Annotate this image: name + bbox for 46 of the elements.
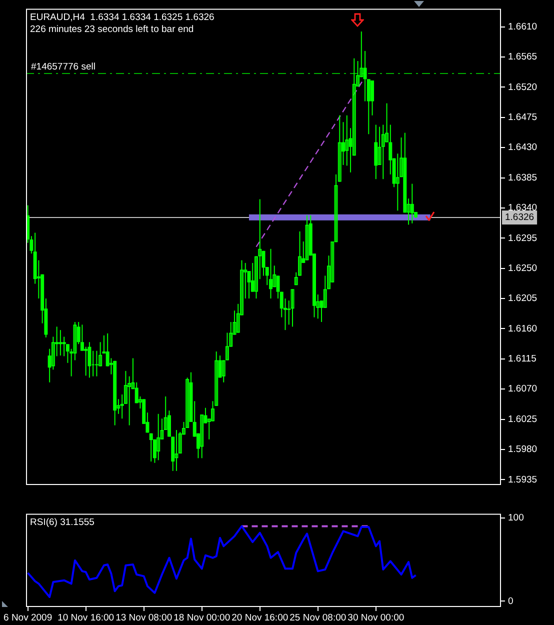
candlestick: [290, 288, 294, 328]
y-tick-label: 1.6250: [508, 262, 538, 274]
y-tick-label: 1.5980: [508, 444, 538, 456]
y-tick-label: 1.6070: [508, 384, 538, 395]
y-tick-label: 1.6475: [508, 112, 538, 123]
x-tick-label: 20 Nov 16:00: [232, 612, 288, 624]
y-tick-label: 1.6205: [508, 293, 538, 304]
candlestick: [305, 214, 309, 261]
candlestick: [222, 360, 226, 383]
y-tick-label: 1.6385: [508, 172, 538, 184]
candlestick: [374, 124, 378, 180]
y-tick-label: 1.6565: [508, 52, 538, 63]
candlestick: [149, 432, 153, 462]
y-tick-label: 1.6160: [508, 323, 538, 334]
x-tick-label: 25 Nov 08:00: [290, 612, 346, 624]
chart-title: EURAUD,H4 1.6334 1.6334 1.6325 1.6326: [30, 12, 214, 24]
candlestick: [156, 413, 160, 461]
candlestick: [225, 332, 229, 361]
x-tick-label: 18 Nov 00:00: [174, 612, 230, 624]
y-tick-label: 1.6115: [508, 354, 536, 365]
y-tick-label: 1.6430: [508, 142, 538, 154]
x-tick-label: 13 Nov 08:00: [116, 612, 172, 624]
y-tick-label: 1.6295: [508, 232, 538, 244]
candlestick: [370, 80, 374, 116]
x-tick-label: 30 Nov 00:00: [348, 612, 404, 624]
y-tick-label: 1.6340: [508, 202, 538, 214]
candlestick: [396, 153, 400, 212]
candlestick: [174, 429, 178, 472]
candlestick: [58, 330, 62, 356]
ref-line-label: #14657776 sell: [31, 61, 96, 72]
y-tick-label: 1.6520: [508, 82, 538, 93]
candlestick: [269, 248, 272, 300]
candlestick: [84, 346, 88, 376]
ref-line-label: 1.6326: [505, 212, 534, 224]
y-tick-label: 1.6025: [508, 414, 538, 425]
candlestick: [410, 183, 414, 224]
candlestick: [62, 336, 66, 357]
y-tick-label: 0: [508, 596, 514, 607]
text: 226 minutes 23 seconds left to bar end: [30, 24, 194, 36]
y-tick-label: 1.5935: [508, 474, 538, 486]
candlestick: [88, 342, 92, 378]
x-tick-label: 10 Nov 16:00: [58, 612, 114, 624]
y-tick-label: 100: [508, 512, 524, 524]
chart-title: RSI(6) 31.1555: [30, 516, 94, 529]
y-tick-label: 1.6610: [508, 21, 538, 32]
x-tick-label: 6 Nov 2009: [4, 612, 52, 624]
